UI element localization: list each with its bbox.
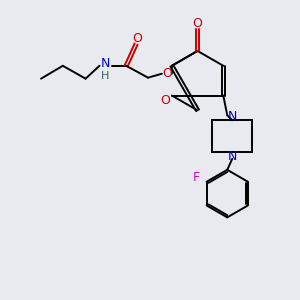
Text: O: O <box>132 32 142 44</box>
Text: O: O <box>160 94 170 107</box>
Text: N: N <box>227 150 237 164</box>
Text: O: O <box>162 67 172 80</box>
Text: F: F <box>193 171 200 184</box>
Text: O: O <box>193 17 202 30</box>
Text: N: N <box>101 57 110 70</box>
Text: N: N <box>227 110 237 123</box>
Text: H: H <box>101 71 110 81</box>
